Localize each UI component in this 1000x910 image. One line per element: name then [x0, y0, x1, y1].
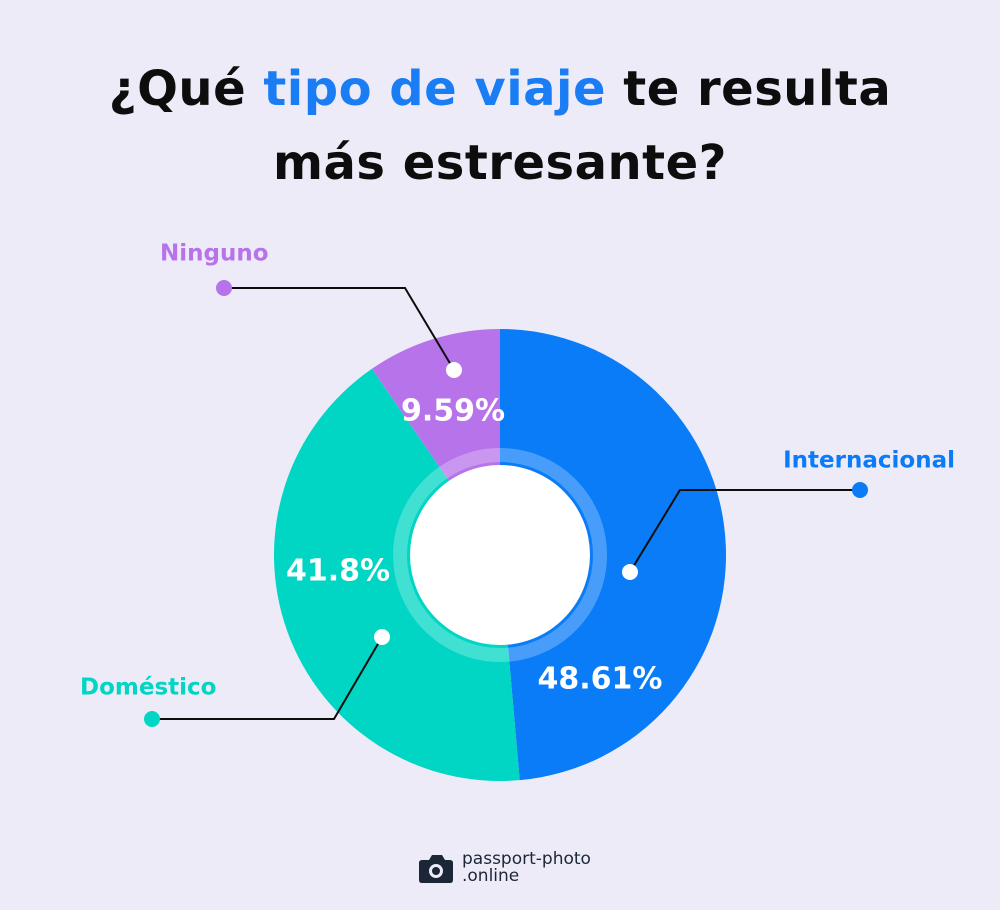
slice-internacional: [500, 329, 726, 781]
anchor-dot-domestico: [374, 629, 390, 645]
legend-dot-internacional: [852, 482, 868, 498]
category-label-domestico: Doméstico: [80, 675, 216, 701]
leader-line-internacional: [629, 489, 860, 573]
brand-name: passport-photo .online: [462, 851, 591, 885]
inner-ring: [393, 448, 607, 662]
chart-title: ¿Qué tipo de viaje te resulta más estres…: [0, 52, 1000, 200]
brand-line-2: .online: [462, 866, 520, 886]
leader-line-ninguno: [224, 287, 455, 371]
anchor-dot-internacional: [622, 564, 638, 580]
donut-hole: [410, 465, 590, 645]
leader-line-domestico: [152, 636, 383, 720]
legend-dot-ninguno: [216, 280, 232, 296]
title-line-2: más estresante?: [273, 135, 727, 191]
slice-domestico: [274, 368, 520, 781]
anchor-dot-ninguno: [446, 362, 462, 378]
legend-dot-domestico: [144, 711, 160, 727]
value-label-internacional: 48.61%: [538, 662, 663, 697]
brand-logo: passport-photo .online: [418, 848, 591, 888]
category-label-internacional: Internacional: [783, 448, 955, 474]
title-line-1: ¿Qué tipo de viaje te resulta: [108, 61, 892, 117]
brand-line-1: passport-photo: [462, 849, 591, 869]
title-highlight: tipo de viaje: [263, 61, 607, 117]
value-label-domestico: 41.8%: [286, 554, 390, 589]
camera-icon: [419, 855, 453, 883]
value-label-ninguno: 9.59%: [401, 394, 505, 429]
category-label-ninguno: Ninguno: [160, 241, 269, 267]
